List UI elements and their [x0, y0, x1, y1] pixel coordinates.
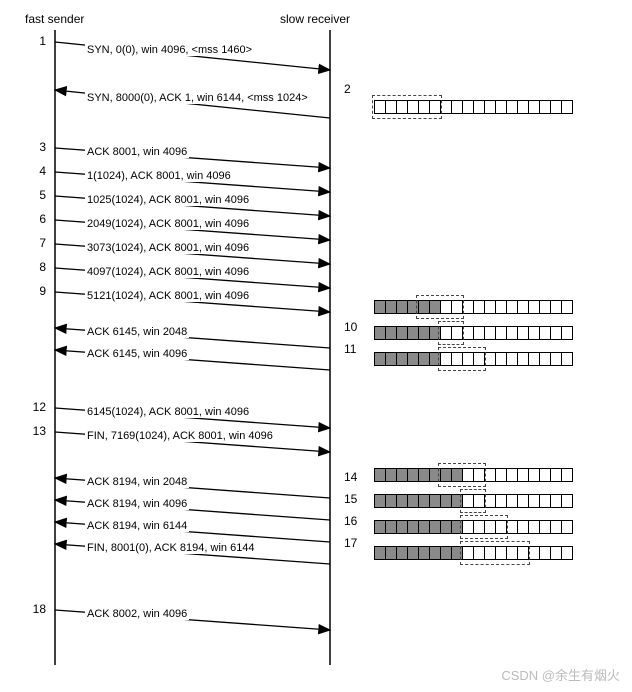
buffer-cell [561, 494, 573, 508]
watermark: CSDN @余生有烟火 [501, 665, 620, 684]
window-box-7 [460, 541, 530, 565]
seq-num-11: 11 [344, 342, 356, 356]
window-box-3 [438, 347, 486, 371]
msg-8: 4097(1024), ACK 8001, win 4096 [85, 266, 251, 278]
seq-num-18: 18 [18, 602, 46, 616]
msg-13: FIN, 7169(1024), ACK 8001, win 4096 [85, 430, 275, 442]
seq-num-1: 1 [18, 34, 46, 48]
buffer-cell [561, 300, 573, 314]
msg-2: SYN, 8000(0), ACK 1, win 6144, <mss 1024… [85, 92, 310, 104]
sender-label: fast sender [25, 12, 84, 26]
msg-14: ACK 8194, win 2048 [85, 476, 189, 488]
msg-11: ACK 6145, win 4096 [85, 348, 189, 360]
seq-num-9: 9 [18, 284, 46, 298]
buffer-row-2 [374, 326, 572, 340]
buffer-cell [561, 520, 573, 534]
buffer-cell [561, 326, 573, 340]
buffer-cell [561, 352, 573, 366]
window-box-2 [438, 321, 464, 345]
window-box-4 [438, 463, 486, 487]
msg-15: ACK 8194, win 4096 [85, 498, 189, 510]
seq-num-17: 17 [344, 536, 357, 550]
msg-12: 6145(1024), ACK 8001, win 4096 [85, 406, 251, 418]
seq-num-15: 15 [344, 492, 357, 506]
seq-num-2: 2 [344, 82, 351, 96]
msg-6: 2049(1024), ACK 8001, win 4096 [85, 218, 251, 230]
msg-10: ACK 6145, win 2048 [85, 326, 189, 338]
msg-9: 5121(1024), ACK 8001, win 4096 [85, 290, 251, 302]
buffer-cell [561, 546, 573, 560]
window-box-0 [372, 95, 442, 119]
seq-num-14: 14 [344, 470, 357, 484]
tcp-sequence-diagram: fast sender slow receiver 12345678910111… [0, 0, 632, 692]
seq-num-6: 6 [18, 212, 46, 226]
seq-num-8: 8 [18, 260, 46, 274]
window-box-6 [460, 515, 508, 539]
seq-num-12: 12 [18, 400, 46, 414]
seq-num-10: 10 [344, 320, 357, 334]
msg-17: FIN, 8001(0), ACK 8194, win 6144 [85, 542, 257, 554]
msg-3: ACK 8001, win 4096 [85, 146, 189, 158]
seq-num-3: 3 [18, 140, 46, 154]
seq-num-16: 16 [344, 514, 357, 528]
buffer-cell [561, 100, 573, 114]
seq-num-13: 13 [18, 424, 46, 438]
msg-18: ACK 8002, win 4096 [85, 608, 189, 620]
seq-num-5: 5 [18, 188, 46, 202]
msg-5: 1025(1024), ACK 8001, win 4096 [85, 194, 251, 206]
buffer-row-1 [374, 300, 572, 314]
buffer-cell [561, 468, 573, 482]
msg-4: 1(1024), ACK 8001, win 4096 [85, 170, 233, 182]
window-box-1 [416, 295, 464, 319]
receiver-label: slow receiver [280, 12, 350, 26]
msg-7: 3073(1024), ACK 8001, win 4096 [85, 242, 251, 254]
window-box-5 [460, 489, 486, 513]
msg-1: SYN, 0(0), win 4096, <mss 1460> [85, 44, 254, 56]
seq-num-4: 4 [18, 164, 46, 178]
msg-16: ACK 8194, win 6144 [85, 520, 189, 532]
seq-num-7: 7 [18, 236, 46, 250]
